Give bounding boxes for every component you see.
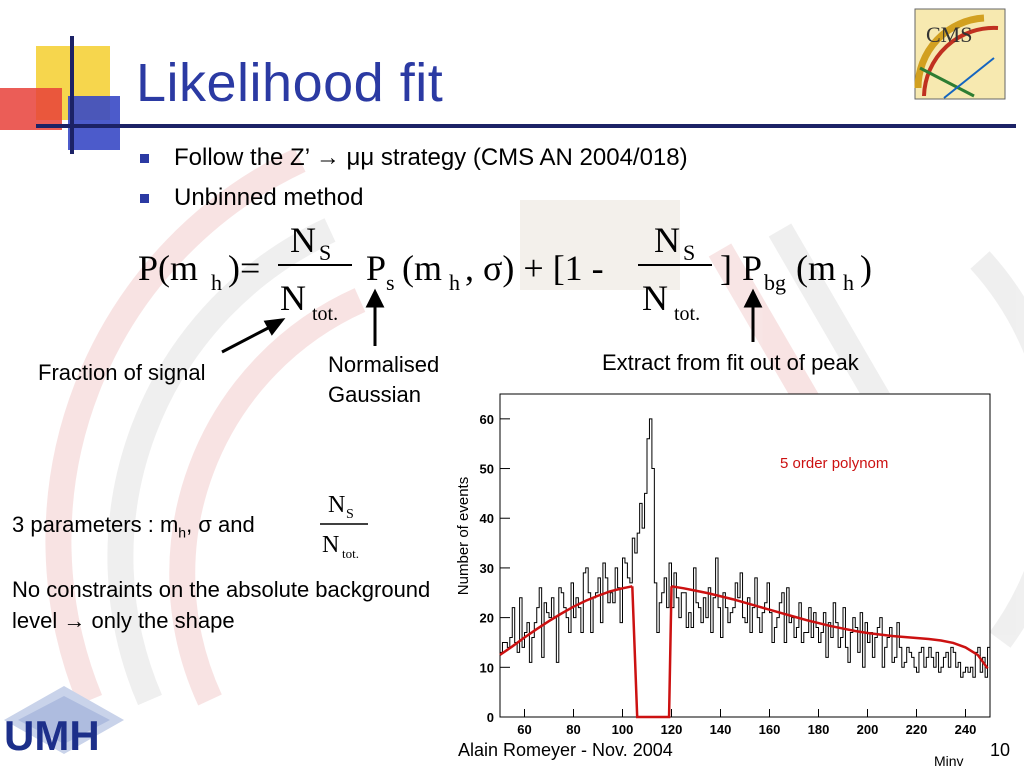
y-tick-label: 50 — [480, 462, 494, 477]
bullet-text: Unbinned method — [174, 184, 364, 211]
x-tick-label: 80 — [566, 722, 580, 737]
chart-ylabel: Number of events — [455, 477, 472, 595]
bullet-text: Follow the Z’ → μμ strategy (CMS AN 2004… — [174, 144, 688, 171]
deco-square-blue — [68, 96, 120, 150]
params-frac-num-sub: S — [346, 507, 354, 522]
y-tick-label: 40 — [480, 511, 494, 526]
bullet-square-icon — [140, 154, 149, 163]
chart-annotation-polynom: 5 order polynom — [780, 455, 888, 472]
fit-excluded-region — [631, 586, 673, 719]
x-tick-label: 140 — [710, 722, 732, 737]
mass-histogram-chart: 60 80 100 120 140 160 180 200 220 240 0 10 20 30 40 50 6… — [455, 393, 991, 768]
annotation-fraction-of-signal: Fraction of signal — [38, 360, 206, 385]
x-tick-label: 120 — [661, 722, 683, 737]
cms-logo-text: CMS — [926, 22, 972, 47]
params-frac-num-n: N — [328, 492, 345, 518]
params-middle: , σ and — [186, 512, 255, 537]
y-tick-label: 0 — [487, 710, 494, 725]
x-tick-label: 160 — [759, 722, 781, 737]
x-tick-label: 180 — [808, 722, 830, 737]
fit-curve-right — [671, 585, 989, 670]
x-tick-label: 220 — [906, 722, 928, 737]
chart-frame — [499, 393, 991, 718]
x-tick-label: 60 — [517, 722, 531, 737]
umh-logo: UMH — [4, 686, 124, 759]
annotation-gauss-line2: Gaussian — [328, 382, 421, 407]
annotation-gauss-line1: Normalised — [328, 352, 440, 377]
bullet-list: Follow the Z’ → μμ strategy (CMS AN 2004… — [136, 140, 688, 220]
params-prefix: 3 parameters : m — [12, 512, 179, 537]
annotation-normalised-gaussian: Normalised Gaussian — [328, 350, 439, 410]
x-tick-label: 100 — [612, 722, 634, 737]
cms-logo: CMS — [914, 8, 1006, 100]
deco-line-horizontal — [36, 124, 1016, 128]
parameters-text: 3 parameters : mh, σ and — [12, 512, 255, 540]
params-frac-den-sub: tot. — [342, 546, 359, 561]
chart-axes: 60 80 100 120 140 160 180 200 220 240 0 10 20 30 40 50 6… — [480, 412, 977, 737]
params-fraction: N S N tot. — [320, 492, 368, 561]
umh-logo-text: UMH — [4, 712, 100, 759]
x-tick-label: 200 — [857, 722, 879, 737]
y-tick-label: 20 — [480, 611, 494, 626]
deco-line-vertical — [70, 36, 74, 154]
constraints-text: No constraints on the absolute backgroun… — [12, 577, 431, 633]
slide-title: Likelihood fit — [136, 53, 444, 113]
bullet-item: Follow the Z’ → μμ strategy (CMS AN 2004… — [136, 140, 688, 180]
bullet-square-icon — [140, 194, 149, 203]
deco-square-red — [0, 88, 62, 130]
histogram-series — [499, 418, 990, 717]
chart-xlabel: Minv — [934, 753, 964, 768]
params-frac-den-n: N — [322, 532, 339, 558]
y-tick-label: 10 — [480, 660, 494, 675]
annotation-extract-from-fit: Extract from fit out of peak — [602, 350, 859, 375]
page-number: 10 — [990, 740, 1011, 760]
y-tick-label: 30 — [480, 561, 494, 576]
params-sub-h: h — [178, 524, 187, 541]
x-tick-label: 240 — [955, 722, 977, 737]
y-tick-label: 60 — [480, 412, 494, 427]
footer-author: Alain Romeyer - Nov. 2004 — [458, 740, 673, 760]
fit-curve-left — [499, 585, 633, 656]
bullet-item: Unbinned method — [136, 180, 688, 220]
